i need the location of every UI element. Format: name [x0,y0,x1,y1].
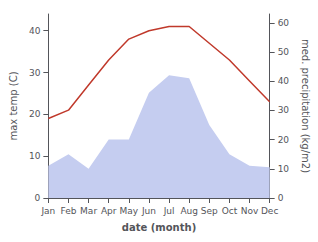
svg-text:Dec: Dec [261,206,278,216]
svg-text:50: 50 [278,47,290,57]
svg-text:Oct: Oct [222,206,238,216]
svg-text:Jul: Jul [163,206,175,216]
svg-text:Aug: Aug [180,206,198,216]
svg-text:10: 10 [29,151,41,161]
svg-text:Apr: Apr [101,206,117,216]
svg-text:30: 30 [278,105,290,115]
svg-text:60: 60 [278,18,290,28]
svg-text:Mar: Mar [80,206,97,216]
svg-text:May: May [120,206,139,216]
svg-text:med. precipitation (kg/m2): med. precipitation (kg/m2) [300,39,311,173]
svg-text:max temp (C): max temp (C) [8,71,19,140]
svg-text:Jan: Jan [40,206,55,216]
svg-text:10: 10 [278,164,290,174]
svg-text:20: 20 [278,135,290,145]
svg-text:0: 0 [278,193,284,203]
svg-text:Sep: Sep [201,206,218,216]
svg-text:Feb: Feb [61,206,77,216]
svg-text:40: 40 [278,76,290,86]
svg-text:0: 0 [35,193,41,203]
svg-text:30: 30 [29,68,41,78]
svg-text:Nov: Nov [241,206,259,216]
svg-text:20: 20 [29,109,41,119]
svg-text:40: 40 [29,26,41,36]
svg-text:Jun: Jun [141,206,156,216]
svg-text:date (month): date (month) [122,222,196,233]
